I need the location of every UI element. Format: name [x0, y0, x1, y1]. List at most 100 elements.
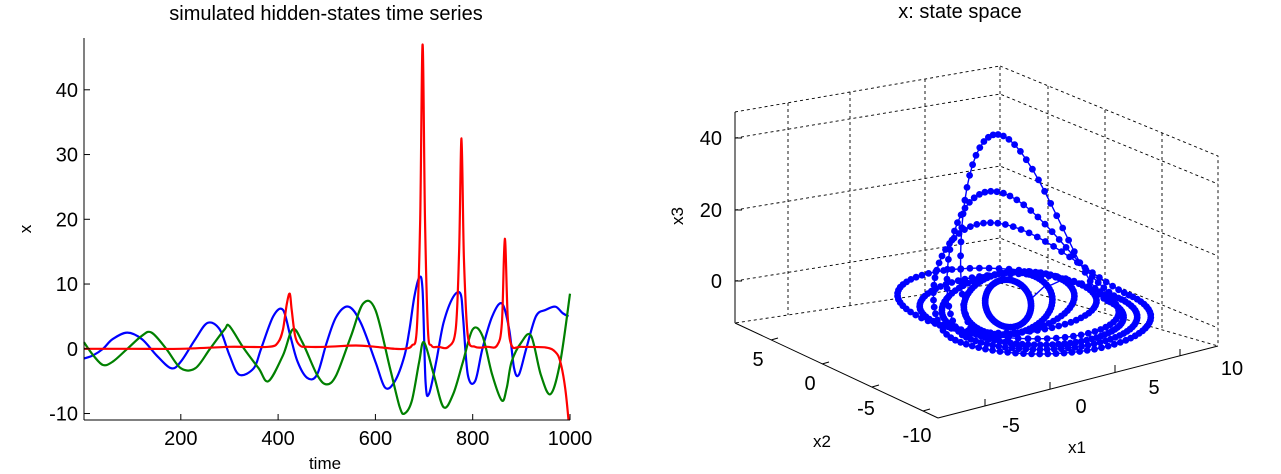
trajectory-point: [1006, 192, 1014, 200]
time-series-y-ticks: -10 0 10 20 30 40: [49, 80, 90, 426]
trajectory-point: [942, 246, 949, 253]
trajectory-point: [1059, 224, 1067, 232]
trajectory-point: [955, 230, 963, 237]
trajectory-point: [1013, 196, 1021, 204]
time-series-chart: simulated hidden-states time series -10 0…: [16, 3, 592, 473]
trajectory-point: [912, 273, 920, 281]
x2-tick-5: 5: [752, 349, 763, 371]
trajectory-point: [1000, 189, 1007, 197]
trajectory-point: [1020, 350, 1027, 357]
trajectory-point: [1071, 343, 1079, 351]
trajectory-point: [957, 211, 965, 219]
x1-tick-minus5: -5: [1002, 415, 1020, 437]
trajectory-point: [957, 266, 964, 273]
x2-tick-minus10: -10: [903, 425, 932, 447]
trajectory-point: [985, 133, 992, 141]
trajectory-point: [969, 161, 976, 169]
trajectory-point: [1061, 320, 1069, 328]
trajectory-point: [966, 264, 974, 272]
trajectory-point: [948, 279, 956, 286]
trajectory-point: [1020, 201, 1028, 209]
trajectory-point: [1034, 213, 1042, 221]
trajectory-point: [1060, 349, 1068, 357]
trajectory-point: [1028, 350, 1035, 358]
trajectory-point: [1000, 132, 1007, 140]
z-tick-0: 0: [711, 271, 722, 293]
trajectory-point: [912, 311, 920, 319]
trajectory-point: [945, 256, 952, 263]
trajectory-point: [980, 219, 987, 227]
trajectory-point: [1041, 325, 1049, 333]
trajectory-point: [1025, 229, 1033, 237]
trajectory-point: [982, 345, 989, 353]
trajectory-point: [957, 252, 964, 260]
trajectory-point: [1100, 294, 1108, 302]
trajectory-point: [1024, 335, 1032, 343]
trajectory-point: [1012, 349, 1019, 357]
trajectory-point: [993, 188, 1001, 196]
trajectory-point: [1105, 288, 1113, 296]
trajectory-point: [1047, 200, 1055, 207]
trajectory-point: [1055, 322, 1063, 330]
trajectory-point: [1070, 277, 1078, 285]
trajectory-point: [1098, 344, 1105, 352]
trajectory-point: [1078, 337, 1085, 345]
y-tick-label: 10: [56, 274, 78, 296]
trajectory-point: [1015, 266, 1023, 274]
trajectory-point: [970, 194, 978, 202]
trajectory-point: [1118, 296, 1125, 303]
trajectory-point: [1053, 273, 1061, 280]
trajectory-point: [1081, 264, 1089, 271]
x1-tick-5: 5: [1148, 377, 1159, 399]
trajectory-point: [1067, 318, 1075, 326]
trajectory-point: [1010, 329, 1018, 336]
trajectory-point: [1017, 148, 1024, 155]
trajectory-point: [1061, 333, 1069, 341]
trajectory-point: [935, 259, 943, 267]
state-space-x3-label: x3: [668, 207, 687, 225]
state-space-x2-axis: [734, 322, 939, 419]
y-tick-label: 0: [67, 339, 78, 361]
trajectory-point: [1111, 340, 1118, 348]
trajectory-point: [962, 340, 970, 348]
time-series-title: simulated hidden-states time series: [169, 3, 482, 25]
trajectory-point: [1129, 293, 1137, 301]
trajectory-point: [995, 265, 1003, 272]
trajectory-point: [1027, 296, 1034, 303]
trajectory-point: [1065, 236, 1072, 244]
trajectory-point: [999, 270, 1007, 278]
trajectory-point: [1018, 328, 1026, 336]
trajectory-point: [996, 337, 1004, 345]
trajectory-point: [983, 340, 991, 348]
trajectory-point: [962, 310, 969, 318]
trajectory-point: [933, 266, 941, 274]
trajectory-point: [1055, 236, 1063, 243]
trajectory-point: [1085, 282, 1093, 290]
trajectory-point: [976, 264, 983, 272]
trajectory-point: [1041, 220, 1049, 228]
trajectory-point: [1017, 226, 1025, 233]
state-space-trajectory: [894, 131, 1155, 358]
trajectory-point: [1104, 342, 1112, 350]
trajectory-point: [1050, 243, 1057, 250]
trajectory-point: [907, 308, 914, 316]
trajectory-point: [976, 191, 983, 198]
trajectory-point: [1077, 331, 1085, 339]
trajectory-point: [976, 273, 983, 280]
trajectory-point: [1084, 329, 1092, 337]
trajectory-point: [930, 303, 938, 311]
trajectory-point: [961, 226, 968, 234]
trajectory-point: [1048, 324, 1056, 332]
trajectory-point: [966, 199, 973, 206]
trajectory-point: [1090, 340, 1098, 348]
trajectory-point: [954, 219, 961, 227]
trajectory-point: [1008, 344, 1016, 352]
trajectory-point: [1109, 282, 1116, 290]
trajectory-point: [1116, 339, 1124, 346]
trajectory-point: [957, 278, 965, 286]
trajectory-point: [1106, 298, 1114, 306]
trajectory-point: [972, 337, 980, 345]
trajectory-point: [1027, 207, 1035, 214]
time-series-lines: [83, 43, 572, 421]
